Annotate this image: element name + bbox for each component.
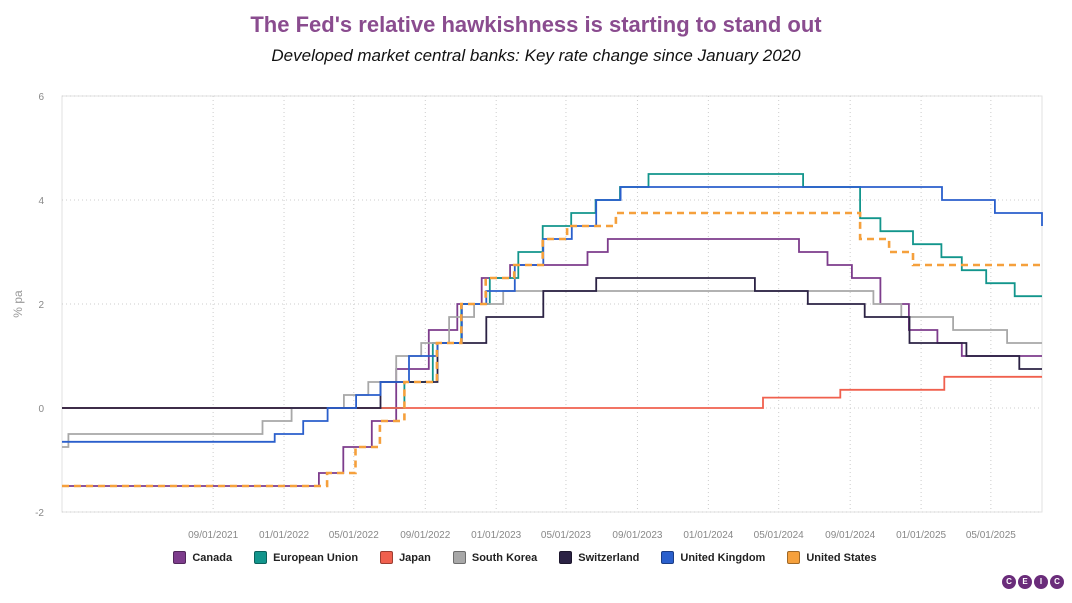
- x-tick-label: 05/01/2022: [329, 530, 379, 541]
- legend-item[interactable]: United States: [787, 551, 877, 564]
- chart-title: The Fed's relative hawkishness is starti…: [250, 12, 822, 37]
- x-tick-label: 01/01/2025: [896, 530, 946, 541]
- x-tick-label: 01/01/2022: [259, 530, 309, 541]
- x-tick-label: 05/01/2024: [754, 530, 804, 541]
- x-tick-label: 09/01/2022: [400, 530, 450, 541]
- legend-item[interactable]: United Kingdom: [661, 551, 765, 564]
- y-tick-label: 4: [38, 196, 44, 207]
- legend-swatch: [254, 551, 268, 564]
- legend-item[interactable]: European Union: [254, 551, 358, 564]
- x-tick-label: 05/01/2023: [541, 530, 591, 541]
- logo-letter: E: [1018, 575, 1032, 589]
- legend-swatch: [559, 551, 573, 564]
- y-axis-label: % pa: [11, 290, 25, 318]
- series-line-canada: [62, 238, 1042, 487]
- y-tick-label: -2: [35, 508, 44, 519]
- legend-label: European Union: [273, 551, 359, 564]
- series-line-south-korea: [62, 290, 1042, 448]
- legend-label: Canada: [192, 551, 233, 564]
- x-tick-label: 01/01/2024: [683, 530, 733, 541]
- legend-swatch: [173, 551, 187, 564]
- logo-letter: I: [1034, 575, 1048, 589]
- legend-item[interactable]: South Korea: [452, 551, 538, 564]
- legend-label: United Kingdom: [680, 551, 766, 564]
- legend-swatch: [787, 551, 801, 564]
- y-tick-label: 6: [38, 92, 44, 103]
- legend-swatch: [661, 551, 675, 564]
- x-tick-label: 09/01/2024: [825, 530, 875, 541]
- logo-letter: C: [1050, 575, 1064, 589]
- series-line-switzerland: [62, 277, 1042, 409]
- legend-swatch: [380, 551, 394, 564]
- series-line-japan: [62, 375, 1042, 409]
- legend-label: United States: [806, 551, 877, 564]
- series-line-united-states: [62, 211, 1042, 488]
- legend: Canada European Union Japan South Korea Swit…: [0, 551, 1072, 564]
- legend-item[interactable]: Japan: [380, 551, 431, 564]
- legend-label: South Korea: [471, 551, 538, 564]
- x-tick-label: 05/01/2025: [966, 530, 1016, 541]
- x-tick-label: 09/01/2021: [188, 530, 238, 541]
- legend-label: Switzerland: [578, 551, 640, 564]
- legend-item[interactable]: Canada: [173, 551, 232, 564]
- legend-item[interactable]: Switzerland: [559, 551, 639, 564]
- chart-subtitle: Developed market central banks: Key rate…: [271, 46, 801, 65]
- logo-letter: C: [1002, 575, 1016, 589]
- x-tick-label: 09/01/2023: [612, 530, 662, 541]
- y-tick-label: 2: [38, 300, 44, 311]
- legend-label: Japan: [399, 551, 431, 564]
- legend-swatch: [452, 551, 466, 564]
- y-tick-label: 0: [38, 404, 44, 415]
- x-tick-label: 01/01/2023: [471, 530, 521, 541]
